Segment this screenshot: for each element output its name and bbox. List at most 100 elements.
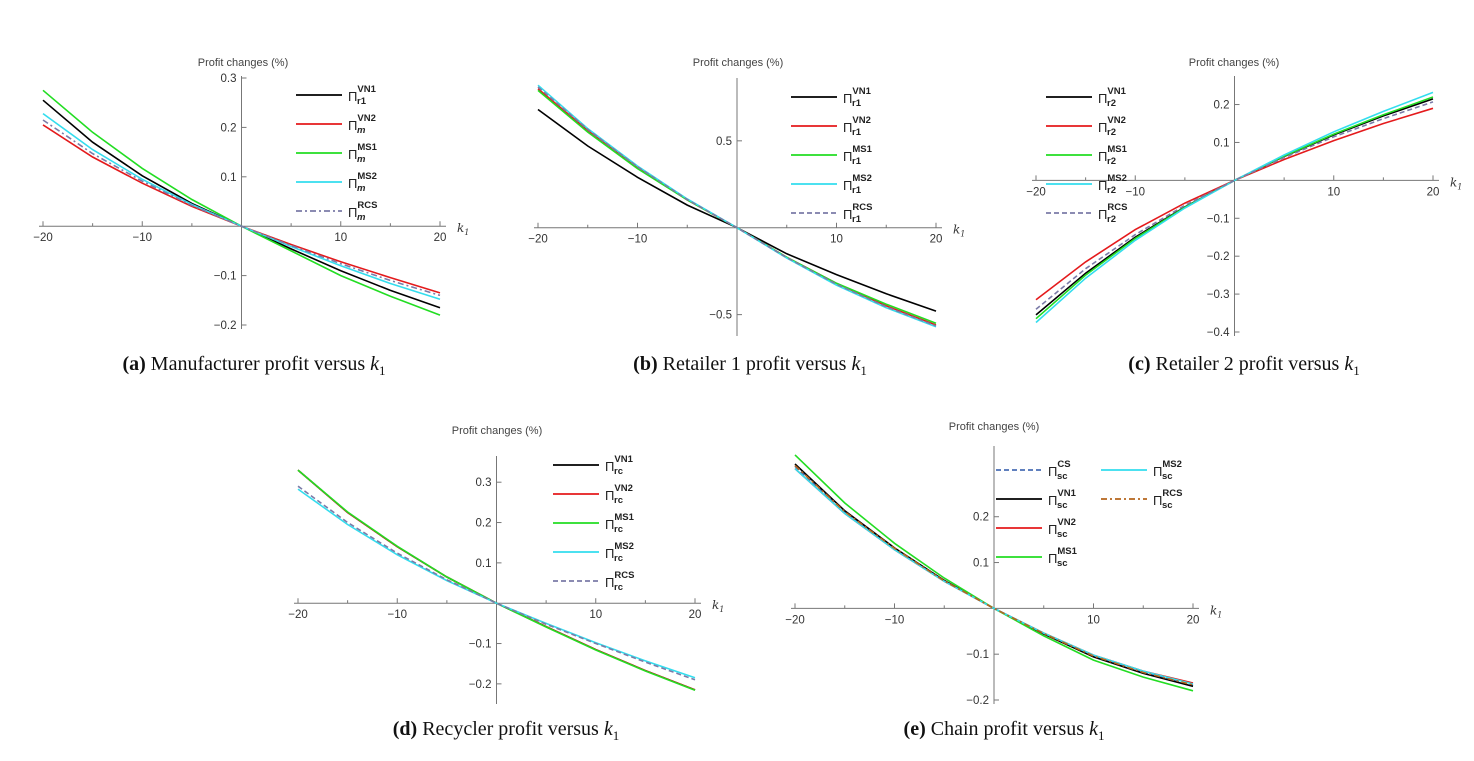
caption-label: (b) bbox=[633, 353, 657, 375]
legend-entry: ΠMS1 m bbox=[348, 142, 378, 165]
caption-label: (e) bbox=[904, 718, 926, 740]
legend-e: ΠCS sc ΠVN1 sc ΠVN2 sc ΠMS1 sc ΠMS2 sc ΠRCS sc bbox=[996, 459, 1182, 569]
y-tick-label: −0.2 bbox=[214, 320, 237, 332]
caption-var: k bbox=[370, 353, 380, 375]
legend-entry-sub: rc bbox=[614, 524, 623, 535]
panel-caption-d: (d) Recycler profit versus k1 bbox=[393, 718, 619, 743]
legend-entry: ΠVN1 rc bbox=[605, 454, 634, 477]
legend-entry: ΠMS1 sc bbox=[1048, 546, 1078, 569]
x-tick-label: 10 bbox=[589, 609, 602, 621]
legend-entry-sup: MS1 bbox=[1107, 144, 1127, 155]
caption-sub: 1 bbox=[613, 728, 620, 743]
y-tick-label: 0.1 bbox=[221, 172, 237, 184]
legend-entry-sup: RCS bbox=[614, 570, 634, 581]
x-tick-label: 20 bbox=[1187, 614, 1200, 626]
x-tick-label: −20 bbox=[528, 234, 548, 246]
legend-entry-sup: MS1 bbox=[852, 144, 872, 155]
y-tick-label: 0.3 bbox=[221, 73, 237, 85]
y-tick-label: 0.2 bbox=[973, 512, 989, 524]
legend-entry-sup: RCS bbox=[1107, 202, 1127, 213]
series-line-ms2 bbox=[794, 468, 1194, 685]
panel-e: −20 −10 10 20 −0.2 −0.1 0.1 0.2 Profit changes (… bbox=[785, 421, 1222, 743]
legend-entry: ΠMS2 sc bbox=[1153, 459, 1182, 482]
legend-entry-sub: r2 bbox=[1107, 127, 1116, 138]
caption-var: k bbox=[604, 718, 614, 740]
legend-entry-sub: rc bbox=[614, 466, 623, 477]
legend-c: ΠVN1 r2 ΠVN2 r2 ΠMS1 r2 ΠMS2 r2 ΠRCS r2 bbox=[1046, 86, 1128, 225]
legend-entry-sup: CS bbox=[1057, 459, 1070, 470]
caption-label: (d) bbox=[393, 718, 417, 740]
y-tick-label: 0.1 bbox=[973, 558, 989, 570]
caption-sub: 1 bbox=[1098, 728, 1105, 743]
x-axis-title-sub: 1 bbox=[960, 230, 965, 239]
series-line-rcs bbox=[1035, 101, 1434, 310]
x-tick-label: −10 bbox=[387, 609, 407, 621]
panel-d: −20 −10 10 20 −0.2 −0.1 0.1 0.2 0.3 Profit change… bbox=[288, 425, 724, 743]
legend-entry-sub: r1 bbox=[852, 98, 862, 109]
legend-entry-sup: VN1 bbox=[1107, 86, 1126, 97]
legend-entry-sub: r2 bbox=[1107, 156, 1116, 167]
panel-c: −20 −10 10 20 −0.4 −0.3 −0.2 −0.1 0.1 0.2 Profit c… bbox=[1026, 57, 1462, 378]
y-tick-label: −0.2 bbox=[966, 695, 989, 707]
legend-entry: ΠVN2 rc bbox=[605, 483, 633, 506]
legend-entry-sub: r1 bbox=[852, 156, 862, 167]
x-tick-label: 20 bbox=[930, 234, 943, 246]
x-tick-label: −10 bbox=[885, 614, 905, 626]
y-tick-label: 0.3 bbox=[476, 477, 492, 489]
legend-entry-sup: VN2 bbox=[614, 483, 632, 494]
legend-entry: ΠVN2 r1 bbox=[843, 115, 871, 138]
legend-entry-sub: r2 bbox=[1107, 98, 1116, 109]
legend-b: ΠVN1 r1 ΠVN2 r1 ΠMS1 r1 ΠMS2 r1 ΠRCS r1 bbox=[791, 86, 873, 225]
y-tick-label: −0.2 bbox=[469, 679, 492, 691]
legend-entry-sub: sc bbox=[1057, 500, 1068, 511]
x-tick-label: −10 bbox=[628, 234, 648, 246]
x-tick-label: −20 bbox=[288, 609, 308, 621]
x-axis-title: k1 bbox=[953, 223, 965, 239]
legend-entry-sub: m bbox=[357, 154, 366, 165]
series-line-rcs bbox=[537, 86, 937, 327]
legend-entry: ΠRCS r1 bbox=[843, 202, 872, 225]
x-tick-label: 10 bbox=[1087, 614, 1100, 626]
y-tick-label: 0.1 bbox=[1214, 137, 1230, 149]
legend-entry: ΠVN2 m bbox=[348, 113, 376, 136]
legend-entry-sup: MS1 bbox=[1057, 546, 1077, 557]
legend-entry: ΠVN2 r2 bbox=[1098, 115, 1126, 138]
legend-entry-sub: r1 bbox=[852, 185, 862, 196]
caption-text: Recycler profit versus bbox=[417, 718, 604, 740]
legend-entry-sub: sc bbox=[1162, 471, 1173, 482]
series-line-ms2 bbox=[1035, 91, 1434, 324]
legend-entry: ΠMS1 rc bbox=[605, 512, 635, 535]
legend-entry: ΠVN1 r1 bbox=[843, 86, 872, 109]
legend-entry: ΠVN1 sc bbox=[1048, 488, 1077, 511]
y-tick-label: 0.2 bbox=[476, 518, 492, 530]
y-tick-label: −0.1 bbox=[1207, 213, 1230, 225]
caption-text: Manufacturer profit versus bbox=[146, 353, 370, 375]
x-axis-title-sub: 1 bbox=[464, 228, 469, 237]
legend-d: ΠVN1 rc ΠVN2 rc ΠMS1 rc ΠMS2 rc ΠRCS rc bbox=[553, 454, 635, 593]
panel-caption-a: (a) Manufacturer profit versus k1 bbox=[122, 353, 385, 378]
legend-entry: ΠVN2 sc bbox=[1048, 517, 1076, 540]
x-axis-title: k1 bbox=[1210, 603, 1222, 619]
caption-text: Chain profit versus bbox=[926, 718, 1089, 740]
legend-entry-sup: RCS bbox=[357, 200, 377, 211]
x-tick-label: −10 bbox=[132, 232, 152, 244]
y-tick-label: −0.1 bbox=[469, 639, 492, 651]
y-tick-label: −0.1 bbox=[214, 271, 237, 283]
legend-entry-sub: r1 bbox=[357, 96, 367, 107]
legend-entry: ΠMS2 r1 bbox=[843, 173, 872, 196]
legend-entry: ΠMS2 rc bbox=[605, 541, 634, 564]
x-tick-label: 20 bbox=[1427, 186, 1440, 198]
legend-entry-sub: m bbox=[357, 183, 366, 194]
legend-entry-sup: MS1 bbox=[357, 142, 377, 153]
legend-entry-sup: MS2 bbox=[614, 541, 634, 552]
legend-entry: ΠCS sc bbox=[1048, 459, 1071, 482]
legend-entry-sub: r2 bbox=[1107, 185, 1116, 196]
y-tick-label: 0.2 bbox=[1214, 100, 1230, 112]
legend-entry-sup: VN1 bbox=[357, 84, 376, 95]
legend-entry-sub: sc bbox=[1057, 471, 1068, 482]
legend-entry-sup: VN1 bbox=[852, 86, 871, 97]
legend-entry-sup: MS2 bbox=[1162, 459, 1182, 470]
y-tick-label: −0.4 bbox=[1207, 327, 1230, 339]
legend-entry-sup: MS2 bbox=[1107, 173, 1127, 184]
